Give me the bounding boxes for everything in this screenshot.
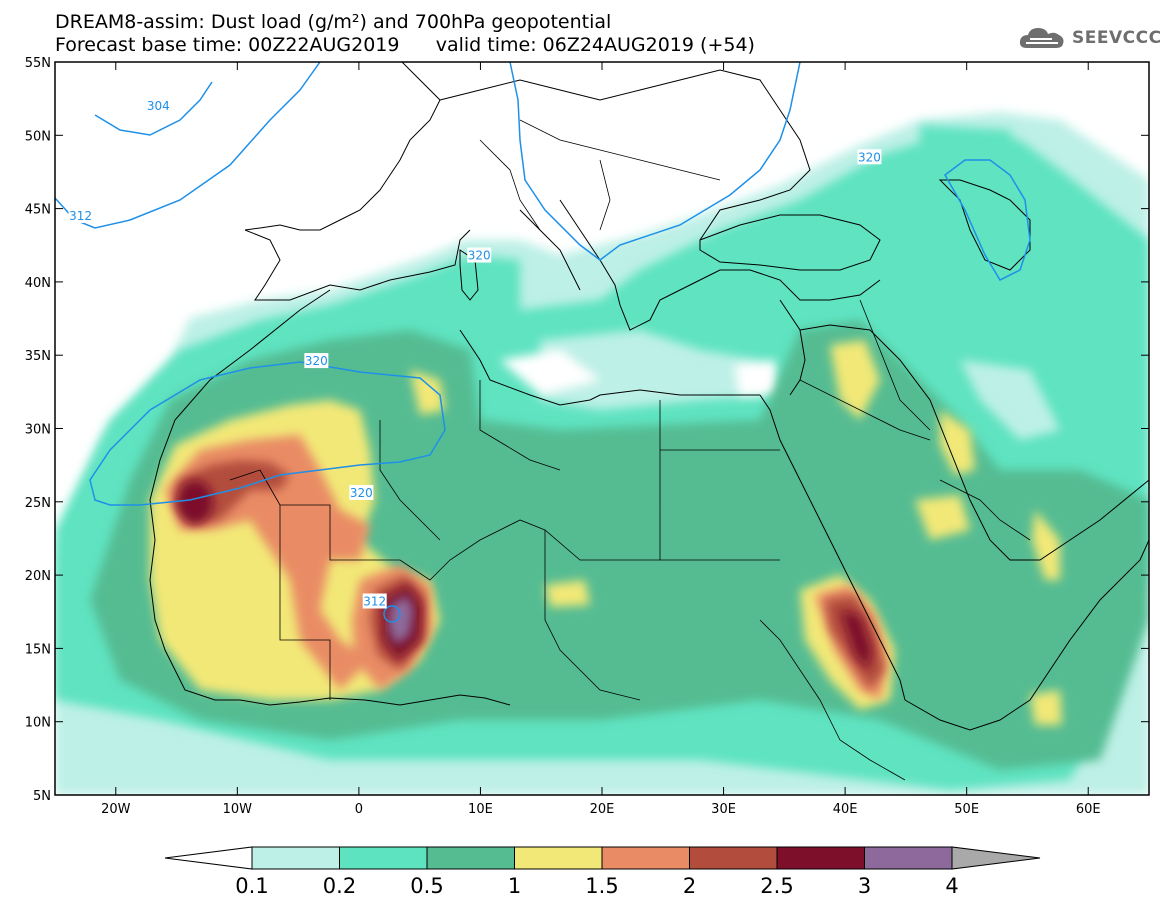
lat-tick-label: 15N <box>25 642 51 657</box>
coastlines <box>149 62 1149 731</box>
logo-text: SEEVCCC <box>1072 28 1162 48</box>
lat-tick-label: 10N <box>25 716 51 731</box>
colorbar-segment <box>689 846 778 870</box>
lon-tick-label: 50E <box>954 802 979 817</box>
lat-tick-label: 5N <box>33 789 51 804</box>
lon-tick-label: 40E <box>833 802 858 817</box>
title-line-2: Forecast base time: 00Z22AUG2019 valid t… <box>55 34 755 56</box>
lon-tick-label: 20E <box>590 802 615 817</box>
colorbar-label: 1.5 <box>585 874 618 898</box>
lon-tick-label: 30E <box>711 802 736 817</box>
contour-label-bg <box>362 593 387 609</box>
colorbar-label: 2 <box>683 874 696 898</box>
lon-tick-label: 10W <box>223 802 253 817</box>
lat-tick-label: 55N <box>25 56 51 71</box>
longitude-axis: 20W 10W 0 10E 20E 30E 40E 50E 60E <box>101 62 1101 817</box>
contour-label-bg <box>349 485 374 501</box>
country-borders <box>229 119 1031 781</box>
contour-label-bg <box>304 353 329 369</box>
colorbar-segment <box>339 846 428 870</box>
colorbar-label: 3 <box>858 874 871 898</box>
colorbar-label: 4 <box>945 874 958 898</box>
dust-layer-3 <box>388 595 414 645</box>
colorbar-label: 0.2 <box>323 874 356 898</box>
colorbar-low-arrow <box>164 846 253 870</box>
colorbar: 0.1 0.2 0.5 1 1.5 2 2.5 3 4 <box>164 846 1041 898</box>
colorbar-label: 0.1 <box>235 874 268 898</box>
lat-tick-label: 35N <box>25 349 51 364</box>
contour-label: 320 <box>350 486 373 500</box>
contour-label: 320 <box>305 354 328 368</box>
cloud-icon <box>1019 28 1064 48</box>
colorbar-segment <box>426 846 515 870</box>
contour-label: 304 <box>147 99 170 113</box>
contour-label: 312 <box>363 594 386 608</box>
lon-tick-label: 20W <box>101 802 131 817</box>
colorbar-label: 2.5 <box>760 874 793 898</box>
contour-label-bg <box>146 97 171 113</box>
contour-label: 320 <box>468 249 491 263</box>
colorbar-segment <box>601 846 690 870</box>
lat-tick-label: 40N <box>25 276 51 291</box>
lat-tick-label: 45N <box>25 203 51 218</box>
dust-field <box>55 62 1149 795</box>
colorbar-segment <box>776 846 865 870</box>
title-line-1: DREAM8-assim: Dust load (g/m²) and 700hP… <box>55 11 612 33</box>
colorbar-label: 1 <box>508 874 521 898</box>
dust-gaps <box>500 330 1060 440</box>
colorbar-high-arrow <box>951 846 1041 870</box>
latitude-axis: 55N 50N 45N 40N 35N 30N 25N 20N 15N 10N 5N <box>25 56 1149 804</box>
contour-label: 320 <box>858 150 881 164</box>
contour-labels: 304 312 320 320 320 320 312 <box>68 97 882 609</box>
contour-label-bg <box>857 149 882 165</box>
colorbar-segment <box>251 846 340 870</box>
contour-label: 312 <box>69 209 92 223</box>
lat-tick-label: 30N <box>25 423 51 438</box>
lat-tick-label: 20N <box>25 569 51 584</box>
colorbar-segment <box>864 846 953 870</box>
lon-tick-label: 60E <box>1076 802 1101 817</box>
seevccc-logo: SEEVCCC <box>1018 25 1162 51</box>
lat-tick-label: 50N <box>25 129 51 144</box>
contour-label-bg <box>68 207 93 223</box>
contour-label-bg <box>467 247 492 263</box>
lon-tick-label: 0 <box>355 802 363 817</box>
lat-tick-label: 25N <box>25 496 51 511</box>
colorbar-segment <box>514 846 603 870</box>
colorbar-label: 0.5 <box>410 874 443 898</box>
lon-tick-label: 10E <box>468 802 493 817</box>
